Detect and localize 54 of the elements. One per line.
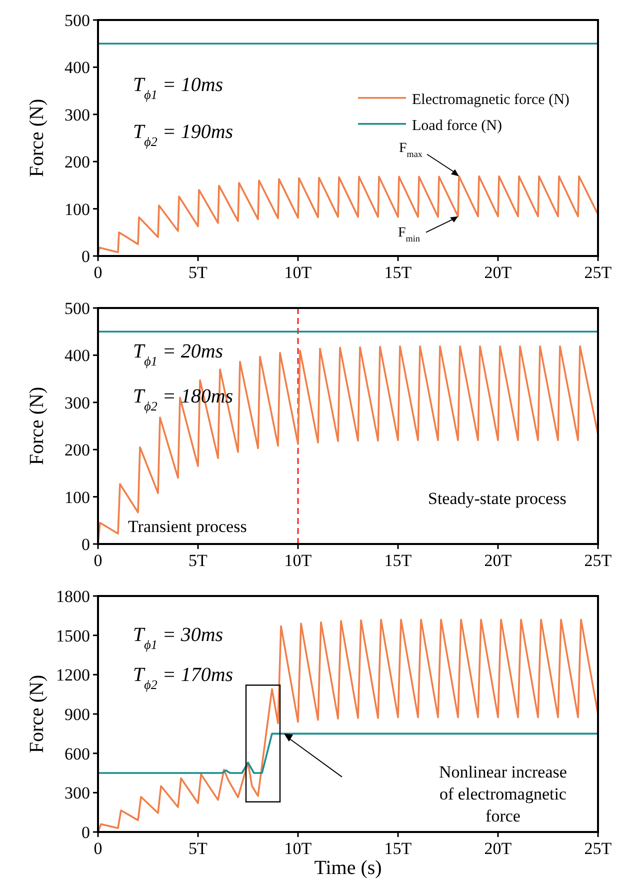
y-tick-label: 300 xyxy=(64,105,90,124)
annotation: T$_{ϕ1}$ = 20ms xyxy=(133,340,224,368)
x-tick-label: 10T xyxy=(284,551,312,570)
annotation: F$_{max}$ xyxy=(399,141,423,160)
x-tick-label: 20T xyxy=(484,839,512,858)
x-tick-label: 10T xyxy=(284,839,312,858)
y-tick-label: 100 xyxy=(64,488,90,507)
annotation: Nonlinear increase of electromagnetic force xyxy=(439,762,567,826)
y-tick-label: 0 xyxy=(82,247,90,266)
y-tick-label: 200 xyxy=(64,152,90,172)
y-tick-label: 500 xyxy=(64,11,90,30)
y-tick-label: 0 xyxy=(82,823,90,842)
x-tick-label: 5T xyxy=(188,551,208,570)
y-tick-label: 300 xyxy=(64,393,90,412)
x-tick-label: 25T xyxy=(584,551,612,570)
y-tick-label: 1500 xyxy=(56,626,90,646)
x-tick-label: 0 xyxy=(94,551,102,570)
x-axis-title: Time (s) xyxy=(314,857,382,879)
annotation: T$_{ϕ2}$ = 170ms xyxy=(133,664,234,692)
annotation: Transient process xyxy=(128,517,247,536)
y-tick-label: 500 xyxy=(64,299,90,318)
y-axis-title: Force (N) xyxy=(26,386,48,466)
annotation: T$_{ϕ2}$ = 190ms xyxy=(133,121,234,148)
legend-label: Load force (N) xyxy=(412,118,502,134)
y-axis-title: Force (N) xyxy=(26,98,48,178)
y-axis-title: Force (N) xyxy=(26,674,48,754)
legend-label: Electromagnetic force (N) xyxy=(412,92,570,108)
x-tick-label: 0 xyxy=(94,263,102,282)
y-tick-label: 0 xyxy=(82,535,90,554)
y-tick-label: 600 xyxy=(64,744,90,764)
y-tick-label: 200 xyxy=(64,440,90,460)
x-tick-label: 25T xyxy=(584,263,612,282)
y-tick-label: 300 xyxy=(64,784,90,803)
x-tick-label: 25T xyxy=(584,839,612,858)
x-tick-label: 15T xyxy=(384,839,412,858)
x-tick-label: 10T xyxy=(284,263,312,282)
x-tick-label: 20T xyxy=(484,263,512,282)
y-tick-label: 1800 xyxy=(56,587,90,606)
x-tick-label: 0 xyxy=(94,839,102,858)
x-tick-label: 20T xyxy=(484,551,512,570)
x-tick-label: 5T xyxy=(188,263,208,282)
x-tick-label: 5T xyxy=(188,839,208,858)
y-tick-label: 400 xyxy=(64,58,90,78)
annotation: T$_{ϕ1}$ = 30ms xyxy=(133,624,224,652)
y-tick-label: 400 xyxy=(64,346,90,366)
y-tick-label: 900 xyxy=(64,705,90,724)
line-series xyxy=(97,618,599,833)
y-tick-label: 1200 xyxy=(56,666,90,685)
annotation: F$_{min}$ xyxy=(398,225,420,244)
annotation: Steady-state process xyxy=(428,488,566,508)
y-tick-label: 100 xyxy=(64,200,90,219)
x-tick-label: 15T xyxy=(384,263,412,282)
x-tick-label: 15T xyxy=(384,551,412,570)
annotation: T$_{ϕ1}$ = 10ms xyxy=(133,74,224,102)
